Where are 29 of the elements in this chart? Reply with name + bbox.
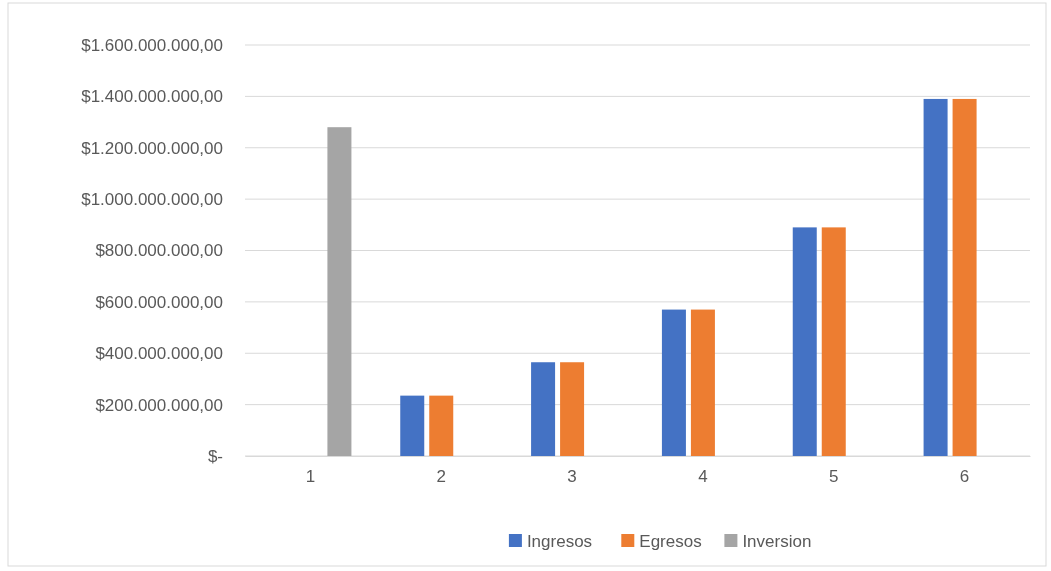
legend-label: Ingresos [526,532,593,551]
x-tick-label: 1 [305,467,316,487]
y-tick-label: $400.000.000,00 [95,344,223,364]
legend-label: Egresos [639,532,702,551]
bar [952,98,977,456]
bar [792,227,817,456]
y-tick-label: $200.000.000,00 [95,395,223,415]
x-tick-label: 4 [698,467,708,487]
bar [661,309,686,456]
y-tick-label: $800.000.000,00 [95,241,223,261]
x-tick-label: 6 [959,467,970,487]
bar [400,395,425,456]
bar [429,395,454,456]
bar [690,309,715,456]
x-tick-label: 2 [436,467,446,487]
legend-label: Inversion [742,532,812,551]
y-tick-label: $1.600.000.000,00 [81,35,223,55]
y-tick-label: $1.200.000.000,00 [81,138,223,158]
bar [531,362,556,456]
bar [923,98,948,456]
y-tick-label: $1.400.000.000,00 [81,87,223,107]
y-tick-label: $- [207,446,223,466]
x-tick-label: 3 [567,467,577,487]
bar [327,127,352,456]
x-tick-label: 5 [829,467,839,487]
bar [560,362,585,456]
y-tick-label: $1.000.000.000,00 [81,190,223,210]
bar [821,227,846,456]
y-tick-label: $600.000.000,00 [95,292,223,312]
